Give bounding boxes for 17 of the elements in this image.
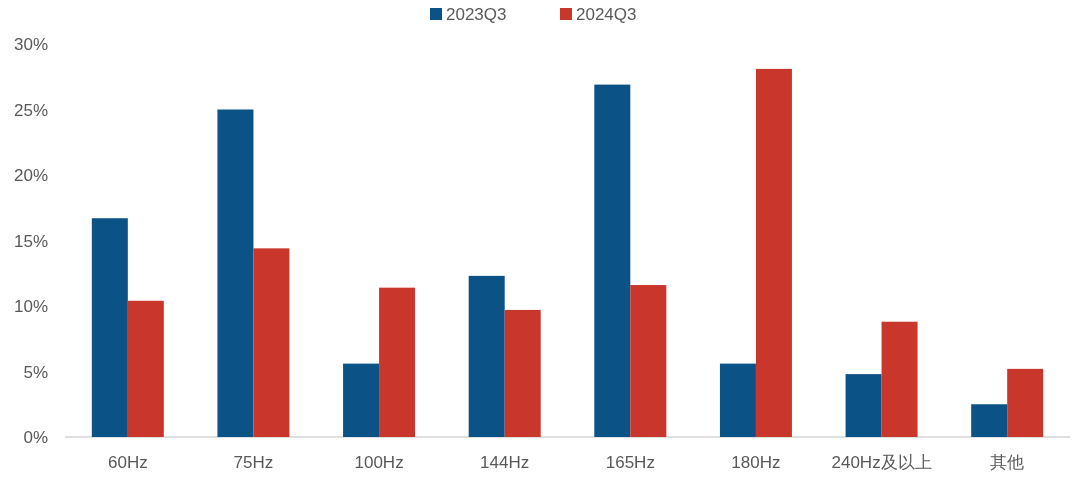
ytick: 15% [13,231,48,251]
xtick: 75Hz [233,453,274,472]
xtick: 165Hz [605,453,655,472]
ytick: 30% [13,35,48,54]
xtick: 144Hz [480,453,530,472]
xtick: 180Hz [731,453,781,472]
ytick: 25% [13,100,48,120]
legend: 2024Q3 [576,5,637,24]
xtick: 100Hz [354,453,404,472]
ytick: 10% [13,297,48,316]
ytick: 20% [13,166,48,185]
xtick: 60Hz [107,453,148,472]
legend: 2023Q3 [446,5,507,24]
xtick: 其他 [990,453,1025,472]
ytick: 0% [23,428,48,447]
xtick: 240Hz及以上 [831,453,932,472]
ytick: 5% [23,362,48,382]
